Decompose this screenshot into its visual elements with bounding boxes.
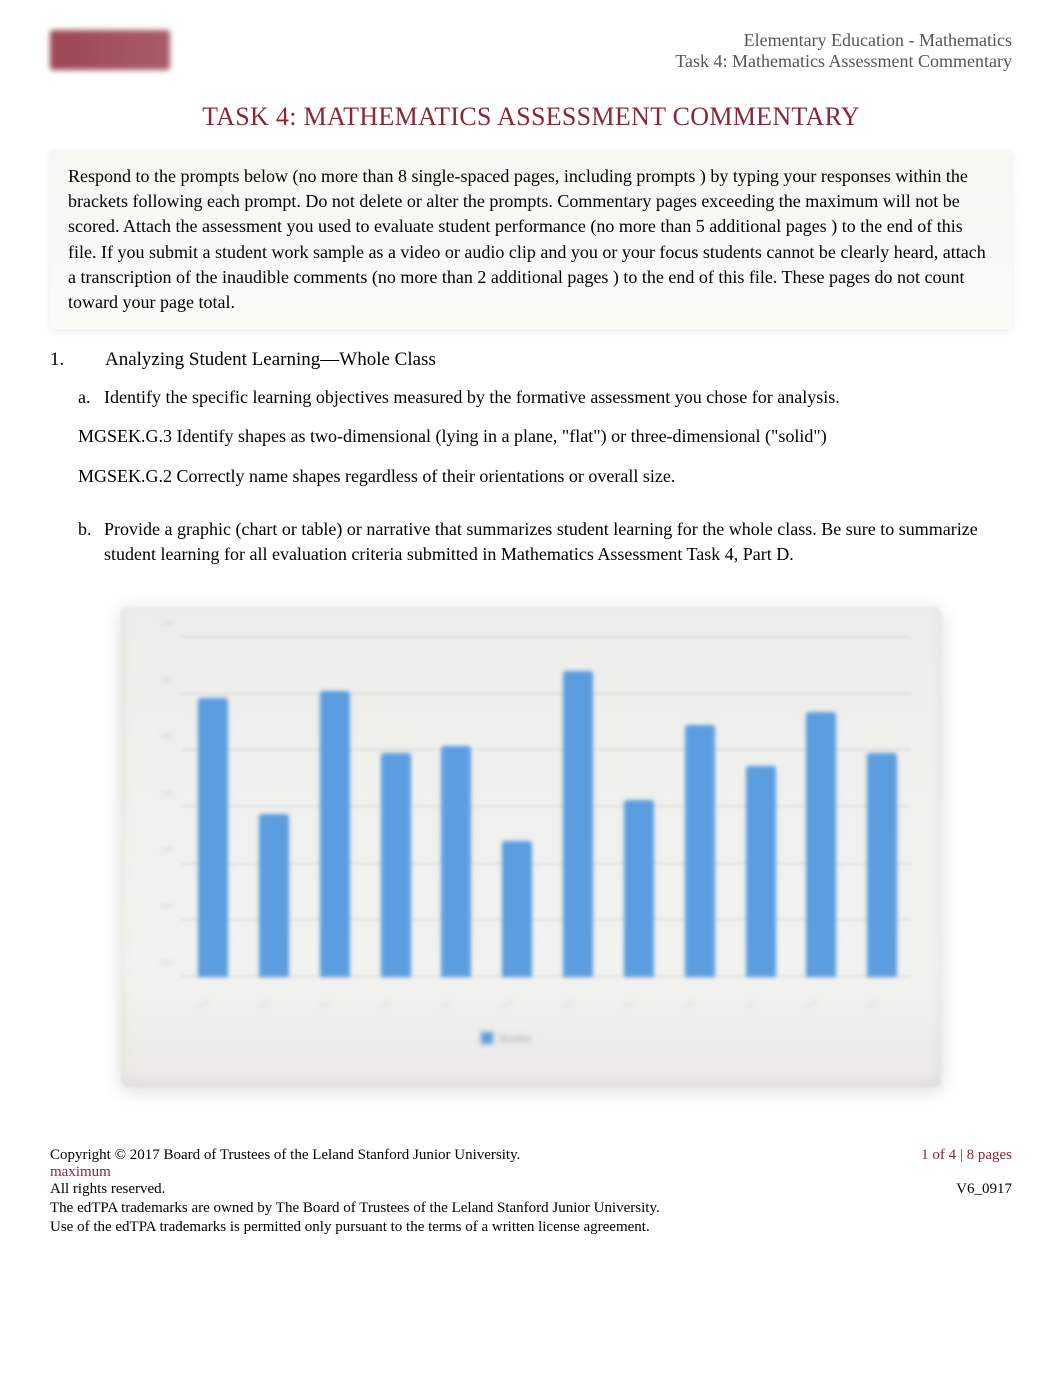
bar [320,691,350,977]
item-1a: a. Identify the specific learning object… [78,385,1012,410]
legend-label: Scores [499,1031,531,1046]
footer: Copyright © 2017 Board of Trustees of th… [50,1147,1012,1236]
y-axis-label: — [135,785,173,800]
gridline [181,693,911,694]
x-axis-label: — [682,977,731,1012]
item-text: Provide a graphic (chart or table) or na… [104,517,1012,567]
footer-row-1: Copyright © 2017 Board of Trustees of th… [50,1147,1012,1164]
x-axis-label: — [560,977,609,1012]
x-axis-label: — [499,977,548,1012]
gridline [181,863,911,864]
header-line2: Task 4: Mathematics Assessment Commentar… [675,51,1012,72]
x-axis-label: — [317,977,366,1012]
x-axis-label: — [803,977,852,1012]
standard-g3: MGSEK.G.3 Identify shapes as two-dimensi… [78,424,1012,449]
item-letter: b. [78,517,104,567]
x-axis-label: — [256,977,305,1012]
bar [381,753,411,977]
bar [502,841,532,977]
bar [867,753,897,977]
gridline [181,806,911,807]
header-row: Elementary Education - Mathematics Task … [50,30,1012,72]
section-1-heading: 1. Analyzing Student Learning—Whole Clas… [50,349,1012,371]
instructions-box: Respond to the prompts below (no more th… [50,150,1012,329]
copyright-text: Copyright © 2017 Board of Trustees of th… [50,1147,520,1164]
gridline [181,749,911,750]
bar [746,766,776,977]
footer-row-2: All rights reserved. V6_0917 [50,1181,1012,1198]
y-axis-label: — [135,671,173,686]
bar [806,712,836,977]
section-number: 1. [50,349,105,371]
y-axis-label: — [135,898,173,913]
section-heading-text: Analyzing Student Learning—Whole Class [105,349,436,371]
bar-chart: ——————————————————— Scores [121,607,941,1087]
bar [563,671,593,977]
trademark-line-2: Use of the edTPA trademarks is permitted… [50,1219,1012,1236]
edtpa-logo [50,30,170,70]
x-axis-label: — [195,977,244,1012]
x-axis-label: — [743,977,792,1012]
page-title: TASK 4: MATHEMATICS ASSESSMENT COMMENTAR… [50,102,1012,132]
bar [198,698,228,977]
chart-legend: Scores [481,1029,581,1047]
bar [685,725,715,977]
item-1b: b. Provide a graphic (chart or table) or… [78,517,1012,567]
y-axis-label: — [135,841,173,856]
gridline [181,919,911,920]
x-axis-label: — [864,977,913,1012]
maximum-label: maximum [50,1164,1012,1181]
chart-plot-area: ——————————————————— [181,637,911,977]
x-axis-label: — [621,977,670,1012]
gridline [181,976,911,977]
trademark-line-1: The edTPA trademarks are owned by The Bo… [50,1200,1012,1217]
legend-swatch [481,1032,493,1044]
page-count: 1 of 4 | 8 pages [921,1147,1012,1164]
rights-text: All rights reserved. [50,1181,165,1198]
y-axis-label: — [135,728,173,743]
item-text: Identify the specific learning objective… [104,385,1012,410]
bar [441,746,471,977]
header-text: Elementary Education - Mathematics Task … [675,30,1012,72]
gridline [181,636,911,637]
x-axis-label: — [378,977,427,1012]
x-axis-label: — [438,977,487,1012]
bar [624,800,654,977]
bar [259,814,289,977]
version-text: V6_0917 [956,1181,1012,1198]
y-axis-label: — [135,615,173,630]
header-line1: Elementary Education - Mathematics [675,30,1012,51]
item-letter: a. [78,385,104,410]
y-axis-label: — [135,955,173,970]
standard-g2: MGSEK.G.2 Correctly name shapes regardle… [78,464,1012,489]
